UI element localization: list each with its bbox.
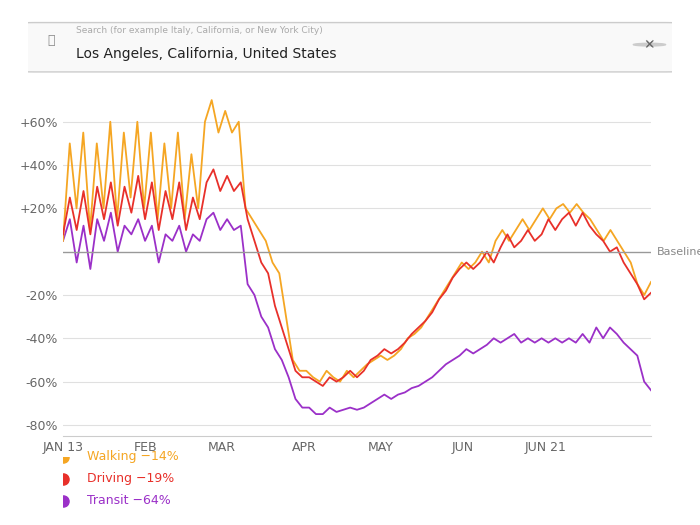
Text: Driving −19%: Driving −19% — [87, 472, 174, 485]
FancyBboxPatch shape — [22, 23, 678, 72]
Text: Search (for example Italy, California, or New York City): Search (for example Italy, California, o… — [76, 26, 323, 35]
Text: Walking −14%: Walking −14% — [87, 450, 178, 463]
Text: Los Angeles, California, United States: Los Angeles, California, United States — [76, 47, 337, 60]
Text: Baseline: Baseline — [657, 247, 700, 257]
Text: Transit −64%: Transit −64% — [87, 495, 171, 507]
Circle shape — [634, 44, 666, 46]
Text: 🔍: 🔍 — [48, 35, 55, 47]
Text: ✕: ✕ — [643, 38, 655, 51]
Text: ✕: ✕ — [645, 39, 654, 50]
